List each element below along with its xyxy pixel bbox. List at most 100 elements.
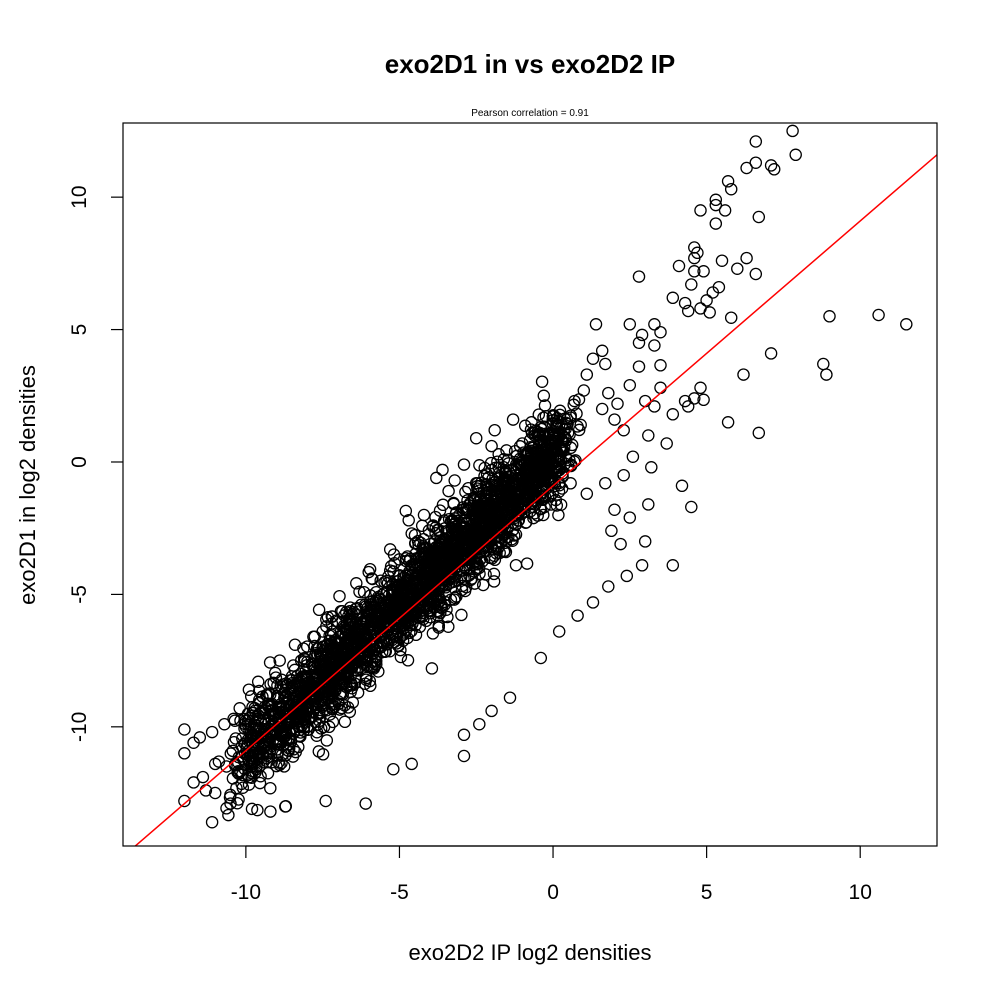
data-point xyxy=(642,498,655,511)
data-point xyxy=(292,679,305,692)
data-point xyxy=(672,259,686,273)
data-point xyxy=(262,750,276,763)
x-tick-label: -10 xyxy=(231,881,261,904)
data-point xyxy=(455,608,468,622)
data-point xyxy=(414,551,428,564)
data-point xyxy=(321,673,335,686)
data-point xyxy=(522,447,535,461)
data-point xyxy=(503,691,517,704)
data-point xyxy=(506,413,520,426)
data-point xyxy=(586,596,600,609)
data-point xyxy=(230,781,243,795)
data-point xyxy=(608,413,621,426)
data-point xyxy=(531,458,544,471)
data-point xyxy=(485,463,498,477)
data-point xyxy=(654,359,667,372)
data-point xyxy=(331,637,345,651)
data-point xyxy=(564,477,577,490)
data-point xyxy=(534,451,548,465)
data-point xyxy=(632,270,646,283)
data-point xyxy=(823,310,836,323)
data-point xyxy=(379,645,393,658)
data-point xyxy=(178,723,191,736)
data-point xyxy=(356,630,370,643)
data-point xyxy=(666,559,680,572)
data-point xyxy=(348,651,361,665)
data-point xyxy=(310,725,324,739)
data-point xyxy=(423,577,437,590)
data-point xyxy=(288,638,302,651)
data-point xyxy=(479,568,492,581)
data-point xyxy=(337,626,350,639)
data-point xyxy=(473,514,487,528)
data-point xyxy=(538,399,552,412)
data-point xyxy=(497,453,511,466)
data-point xyxy=(289,711,303,724)
data-point xyxy=(346,696,360,709)
data-point xyxy=(404,602,417,615)
data-point xyxy=(465,572,479,585)
x-tick-label: 5 xyxy=(701,881,713,904)
data-point xyxy=(417,508,431,522)
data-point xyxy=(319,794,332,808)
data-point xyxy=(476,578,490,592)
y-axis: -10 -5 0 5 10 xyxy=(68,185,123,742)
data-point xyxy=(401,654,415,667)
data-point xyxy=(475,476,488,490)
data-point xyxy=(381,638,394,651)
data-point xyxy=(550,499,564,512)
data-point xyxy=(280,710,294,724)
data-point xyxy=(817,357,830,371)
data-point xyxy=(731,262,744,275)
data-point xyxy=(485,512,499,526)
data-point xyxy=(595,402,609,416)
data-point xyxy=(333,687,347,700)
data-point xyxy=(297,651,311,665)
data-point xyxy=(504,463,517,477)
data-point xyxy=(430,541,443,554)
data-point xyxy=(331,615,345,628)
data-point xyxy=(666,291,680,305)
data-point xyxy=(357,585,371,599)
data-point xyxy=(577,384,591,397)
data-point xyxy=(426,519,440,532)
data-point xyxy=(450,506,463,519)
data-point xyxy=(287,743,300,756)
data-point xyxy=(246,723,260,737)
data-point xyxy=(620,569,634,583)
data-point xyxy=(764,159,778,172)
data-point xyxy=(411,534,425,548)
data-point xyxy=(316,748,330,761)
data-point xyxy=(265,704,278,718)
data-point xyxy=(485,704,498,718)
data-point xyxy=(473,459,486,472)
data-point xyxy=(436,463,449,477)
data-point xyxy=(749,267,763,281)
data-point xyxy=(300,640,314,653)
data-point xyxy=(532,408,546,421)
data-point xyxy=(635,328,649,342)
data-point xyxy=(586,352,600,365)
data-point xyxy=(547,408,560,422)
data-point xyxy=(632,360,646,373)
data-point xyxy=(764,347,778,360)
data-point xyxy=(282,742,296,755)
data-point xyxy=(509,558,523,572)
data-point xyxy=(457,502,471,516)
data-point xyxy=(411,574,424,588)
data-point xyxy=(767,163,781,176)
data-point xyxy=(465,536,478,550)
y-tick-label: 5 xyxy=(68,324,91,336)
data-point xyxy=(602,580,615,593)
data-point xyxy=(632,336,646,350)
data-point xyxy=(488,509,502,523)
data-point xyxy=(528,452,541,466)
data-point xyxy=(310,729,323,742)
data-point xyxy=(313,682,326,695)
data-point xyxy=(234,714,247,727)
data-point xyxy=(276,738,290,752)
data-point xyxy=(580,487,594,501)
data-point xyxy=(208,786,222,800)
data-point xyxy=(426,627,440,640)
data-point xyxy=(820,368,833,381)
